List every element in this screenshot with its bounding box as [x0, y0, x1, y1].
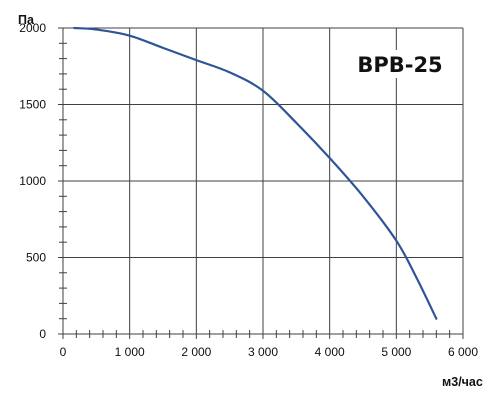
x-axis-label: м3/час — [442, 375, 483, 389]
y-tick-label-4: 2000 — [19, 21, 46, 35]
series-line-0 — [73, 26, 438, 320]
x-tick-label-3: 3 000 — [248, 345, 278, 359]
x-tick-label-5: 5 000 — [381, 345, 411, 359]
gridlines — [63, 27, 464, 334]
x-tick-label-6: 6 000 — [448, 345, 478, 359]
chart-title: BPB-25 — [357, 53, 442, 77]
x-tick-label-0: 0 — [60, 345, 67, 359]
x-tick-label-4: 4 000 — [315, 345, 345, 359]
axes — [58, 27, 464, 339]
y-tick-label-2: 1000 — [19, 174, 46, 188]
tick-labels: 0 1 000 2 000 3 000 4 000 5 000 6 000 0 500 1000 1… — [19, 21, 478, 359]
y-tick-label-0: 0 — [39, 327, 46, 341]
y-tick-label-1: 500 — [26, 251, 46, 265]
series-layer — [73, 26, 438, 320]
x-tick-label-2: 2 000 — [181, 345, 211, 359]
y-tick-label-3: 1500 — [19, 98, 46, 112]
y-axis-label: Па — [18, 13, 35, 27]
chart-title-background — [356, 50, 444, 78]
x-tick-label-1: 1 000 — [115, 345, 145, 359]
